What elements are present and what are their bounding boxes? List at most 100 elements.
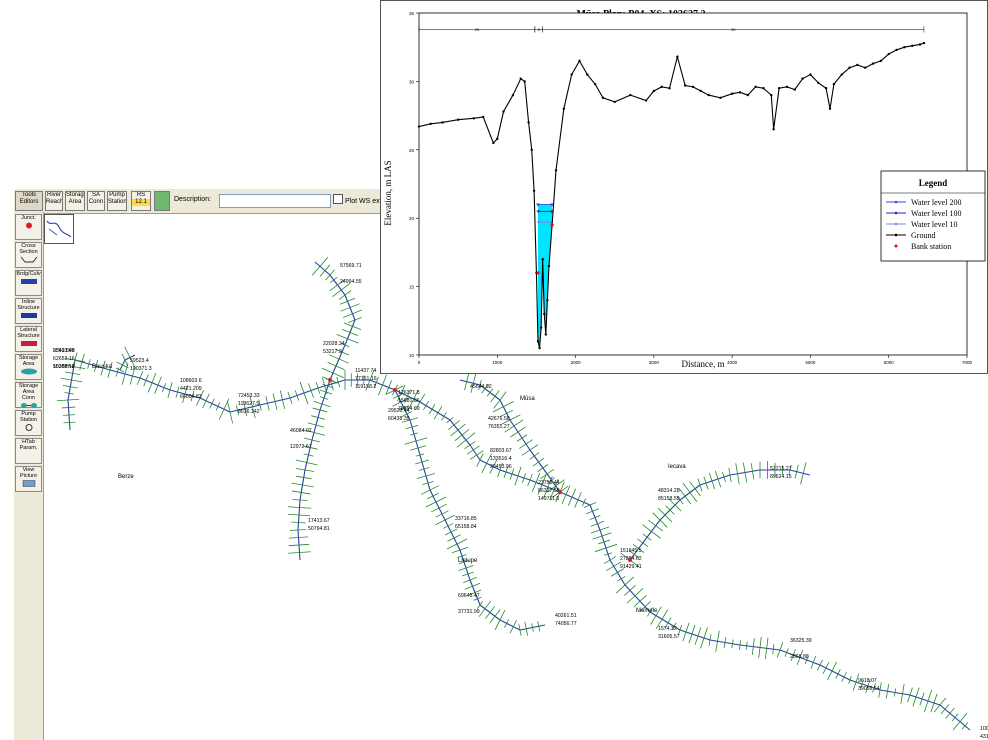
cross-section-line[interactable] <box>688 624 696 644</box>
cross-section-line[interactable] <box>312 407 328 413</box>
cross-section-line[interactable] <box>143 374 149 387</box>
cross-section-line[interactable] <box>642 533 652 541</box>
storage-area-button[interactable]: Storage Area <box>65 191 85 211</box>
cross-section-line[interactable] <box>610 568 625 577</box>
cross-section-line[interactable] <box>249 395 256 419</box>
cross-section-line[interactable] <box>416 473 436 479</box>
storage-area-conn-button[interactable]: Storage Area Conn <box>15 382 42 408</box>
cross-section-line[interactable] <box>478 600 492 617</box>
cross-section-line[interactable] <box>458 559 470 565</box>
cross-section-line[interactable] <box>516 434 528 442</box>
junction-marker[interactable] <box>558 490 562 494</box>
cross-section-line[interactable] <box>401 411 413 417</box>
cross-section-line[interactable] <box>750 463 755 480</box>
description-input[interactable] <box>219 194 331 208</box>
bridge-culvert-button[interactable]: Brdg/Culv <box>15 270 42 296</box>
cross-section-line[interactable] <box>62 384 78 389</box>
cross-section-line[interactable] <box>581 498 587 507</box>
storage-area-tool-button[interactable]: Storage Area <box>15 354 42 380</box>
cross-section-line[interactable] <box>518 624 522 636</box>
cross-section-line[interactable] <box>340 303 360 312</box>
cross-section-line[interactable] <box>703 476 709 490</box>
cross-section-line[interactable] <box>473 596 482 601</box>
cross-section-line[interactable] <box>885 683 890 699</box>
river-reach-line[interactable] <box>74 359 971 731</box>
cross-section-line[interactable] <box>258 399 262 411</box>
cross-section-line[interactable] <box>489 609 501 624</box>
cross-section-line[interactable] <box>409 389 419 409</box>
cross-section-line[interactable] <box>933 697 947 713</box>
cross-section-line[interactable] <box>466 445 480 455</box>
cross-section-line[interactable] <box>549 478 559 501</box>
cross-section-line[interactable] <box>61 406 76 409</box>
cross-section-line[interactable] <box>339 297 356 305</box>
cross-section-line[interactable] <box>590 520 605 527</box>
cross-section-line[interactable] <box>676 495 684 505</box>
cross-section-line[interactable] <box>399 405 409 411</box>
cross-section-line[interactable] <box>457 554 467 558</box>
cross-section-line[interactable] <box>167 382 173 398</box>
cross-section-line[interactable] <box>655 609 669 629</box>
cross-section-line[interactable] <box>209 398 215 409</box>
cross-section-line[interactable] <box>745 641 748 651</box>
cross-section-line[interactable] <box>478 379 482 391</box>
cross-section-line[interactable] <box>603 556 617 564</box>
cross-section-line[interactable] <box>295 468 315 472</box>
cross-section-line[interactable] <box>694 627 702 645</box>
cross-section-line[interactable] <box>751 638 755 655</box>
cross-section-line[interactable] <box>154 376 162 394</box>
cross-section-line[interactable] <box>464 441 476 449</box>
cross-section-line[interactable] <box>604 552 612 556</box>
cross-section-line[interactable] <box>700 627 708 649</box>
cross-section-line[interactable] <box>336 334 359 344</box>
lateral-structure-button[interactable]: Lateral Structure <box>15 326 42 352</box>
cross-section-line[interactable] <box>715 630 720 652</box>
cross-section-line[interactable] <box>435 514 455 526</box>
pump-station-button[interactable]: Pump Station <box>107 191 127 211</box>
cross-section-line[interactable] <box>456 432 476 448</box>
river-reach-line[interactable] <box>459 379 561 493</box>
cross-section-line[interactable] <box>329 354 349 364</box>
cross-section-line[interactable] <box>433 406 443 420</box>
cross-section-line[interactable] <box>531 472 541 492</box>
cross-section-line[interactable] <box>657 507 673 523</box>
junction-marker[interactable] <box>393 388 397 392</box>
cross-section-line[interactable] <box>311 415 325 420</box>
cross-section-line[interactable] <box>822 662 830 674</box>
cross-section-line[interactable] <box>470 373 477 393</box>
cross-section-line[interactable] <box>594 543 618 553</box>
cross-section-line[interactable] <box>469 450 484 460</box>
cross-section-line[interactable] <box>327 362 345 370</box>
cross-section-line[interactable] <box>650 606 662 625</box>
cross-section-line[interactable] <box>129 367 136 385</box>
cross-section-line[interactable] <box>872 683 876 693</box>
cross-section-line[interactable] <box>504 419 524 433</box>
cross-section-line[interactable] <box>215 402 221 411</box>
cross-section-line[interactable] <box>668 498 682 512</box>
cross-section-line[interactable] <box>415 459 429 465</box>
cross-section-line[interactable] <box>218 398 230 420</box>
cross-section-line[interactable] <box>329 278 346 292</box>
cross-section-line[interactable] <box>307 422 325 428</box>
cross-section-line[interactable] <box>295 459 318 466</box>
cross-section-line[interactable] <box>796 649 804 666</box>
cross-section-line[interactable] <box>343 309 362 318</box>
cross-section-line[interactable] <box>319 389 333 395</box>
cross-section-line[interactable] <box>319 264 331 277</box>
cross-section-line[interactable] <box>404 389 411 403</box>
river-reach-line[interactable] <box>629 469 811 561</box>
cross-section-line[interactable] <box>493 391 507 409</box>
river-network-map[interactable]: 2560.898 4421.209 8636.142 11437.74 15681.86… <box>43 212 988 740</box>
cross-section-line[interactable] <box>860 679 864 689</box>
cross-section-line[interactable] <box>136 371 144 385</box>
cross-section-line[interactable] <box>708 634 712 646</box>
cross-section-line[interactable] <box>451 546 469 554</box>
cross-section-line[interactable] <box>425 496 447 508</box>
cross-section-line[interactable] <box>442 523 454 529</box>
cross-section-line[interactable] <box>458 565 474 571</box>
cross-section-line[interactable] <box>682 482 698 503</box>
cross-section-line[interactable] <box>678 488 692 505</box>
cross-section-line[interactable] <box>287 513 311 517</box>
cross-section-line[interactable] <box>637 538 649 548</box>
cross-section-line[interactable] <box>272 393 278 410</box>
